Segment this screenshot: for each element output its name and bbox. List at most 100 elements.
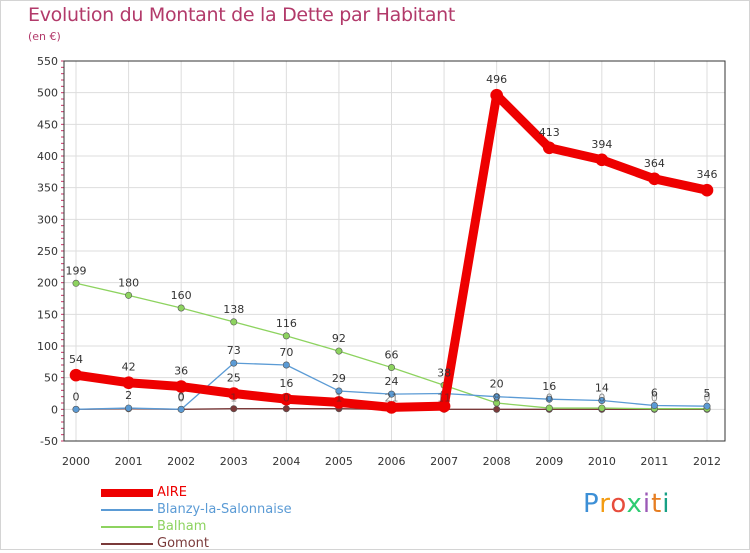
data-label: 180 bbox=[118, 276, 139, 289]
data-label: 54 bbox=[69, 353, 83, 366]
data-label-secondary: 0 bbox=[546, 391, 553, 404]
data-point bbox=[335, 347, 343, 355]
data-label: 73 bbox=[227, 344, 241, 357]
legend-label: Balham bbox=[157, 519, 207, 534]
data-label: 6 bbox=[651, 387, 658, 400]
x-tick-label: 2006 bbox=[378, 455, 406, 468]
data-point bbox=[648, 172, 661, 186]
y-tick-label: 0 bbox=[51, 403, 58, 416]
data-point bbox=[493, 405, 501, 413]
data-point bbox=[230, 359, 238, 367]
legend-label: AIRE bbox=[157, 485, 187, 500]
data-label: 0 bbox=[178, 390, 185, 403]
data-label: 29 bbox=[332, 372, 346, 385]
data-point bbox=[598, 396, 606, 404]
data-point bbox=[282, 361, 290, 369]
data-point bbox=[700, 183, 714, 197]
data-label: 199 bbox=[66, 264, 87, 277]
data-point bbox=[703, 402, 711, 410]
x-tick-label: 2012 bbox=[693, 455, 721, 468]
x-tick-label: 2002 bbox=[167, 455, 195, 468]
data-point bbox=[230, 405, 238, 413]
logo-letter: t bbox=[651, 489, 663, 519]
data-label: 394 bbox=[591, 138, 612, 151]
data-point bbox=[437, 399, 451, 413]
data-label: 14 bbox=[595, 381, 609, 394]
y-tick-label: 50 bbox=[44, 372, 58, 385]
data-label-secondary: 0 bbox=[283, 391, 290, 404]
legend-item: Balham bbox=[101, 519, 401, 536]
data-point bbox=[230, 318, 238, 326]
logo-letter: r bbox=[599, 489, 611, 519]
data-label: 42 bbox=[122, 361, 136, 374]
data-label-secondary: 11 bbox=[437, 391, 451, 404]
data-point bbox=[493, 393, 501, 401]
y-tick-label: 550 bbox=[37, 55, 58, 68]
data-label: 413 bbox=[539, 126, 560, 139]
x-tick-label: 2005 bbox=[325, 455, 353, 468]
data-label-secondary: 8 bbox=[493, 391, 500, 404]
data-label-secondary: 1 bbox=[230, 391, 237, 404]
data-point bbox=[282, 332, 290, 340]
data-label: 36 bbox=[174, 365, 188, 378]
x-tick-label: 2009 bbox=[535, 455, 563, 468]
data-label: 138 bbox=[223, 303, 244, 316]
data-point bbox=[545, 395, 553, 403]
data-point bbox=[72, 279, 80, 287]
y-tick-label: 350 bbox=[37, 182, 58, 195]
data-label: 66 bbox=[385, 349, 399, 362]
x-tick-label: 2010 bbox=[588, 455, 616, 468]
data-point bbox=[385, 401, 398, 414]
data-point bbox=[490, 88, 503, 102]
data-label: 496 bbox=[486, 73, 507, 86]
data-label: 160 bbox=[171, 289, 192, 302]
legend-item: Gomont bbox=[101, 536, 401, 553]
data-point bbox=[125, 404, 133, 412]
data-label: 346 bbox=[697, 168, 718, 181]
logo-letter: o bbox=[610, 489, 627, 519]
data-point bbox=[335, 387, 343, 395]
data-point bbox=[227, 387, 241, 400]
y-tick-label: 450 bbox=[37, 118, 58, 131]
data-label: 16 bbox=[542, 380, 556, 393]
legend: AIRE Blanzy-la-Salonnaise Balham Gomont bbox=[101, 485, 401, 553]
logo-letter: x bbox=[626, 489, 643, 519]
data-label: 92 bbox=[332, 332, 346, 345]
data-point bbox=[595, 153, 609, 167]
y-tick-label: 250 bbox=[37, 245, 58, 258]
data-point bbox=[542, 141, 556, 155]
y-tick-label: 300 bbox=[37, 213, 58, 226]
x-tick-label: 2000 bbox=[62, 455, 90, 468]
x-tick-label: 2003 bbox=[220, 455, 248, 468]
data-point bbox=[122, 376, 135, 390]
proxiti-logo: Proxiti bbox=[583, 489, 671, 519]
x-tick-label: 2001 bbox=[115, 455, 143, 468]
y-tick-label: 100 bbox=[37, 340, 58, 353]
data-label-secondary: 0 bbox=[598, 391, 605, 404]
data-point bbox=[545, 404, 553, 412]
data-label: 70 bbox=[279, 346, 293, 359]
data-point bbox=[332, 396, 346, 409]
chart-subtitle: (en €) bbox=[28, 30, 61, 43]
legend-swatch bbox=[101, 526, 153, 528]
logo-letter: i bbox=[662, 489, 671, 519]
data-label-secondary: 21 bbox=[385, 391, 399, 404]
data-label: 2 bbox=[125, 389, 132, 402]
y-tick-label: -50 bbox=[40, 435, 58, 448]
data-point bbox=[177, 405, 185, 413]
x-tick-label: 2011 bbox=[640, 455, 668, 468]
y-tick-label: 150 bbox=[37, 308, 58, 321]
data-label: 24 bbox=[385, 375, 399, 388]
chart-title: Evolution du Montant de la Dette par Hab… bbox=[28, 4, 456, 26]
data-label: 5 bbox=[704, 387, 711, 400]
series-layer bbox=[69, 88, 714, 414]
data-point bbox=[387, 364, 395, 372]
data-point bbox=[387, 390, 395, 398]
data-label: 0 bbox=[73, 390, 80, 403]
data-point bbox=[174, 380, 188, 393]
data-point bbox=[650, 402, 658, 410]
x-tick-label: 2004 bbox=[272, 455, 300, 468]
data-point bbox=[125, 291, 133, 299]
data-label: 20 bbox=[490, 378, 504, 391]
